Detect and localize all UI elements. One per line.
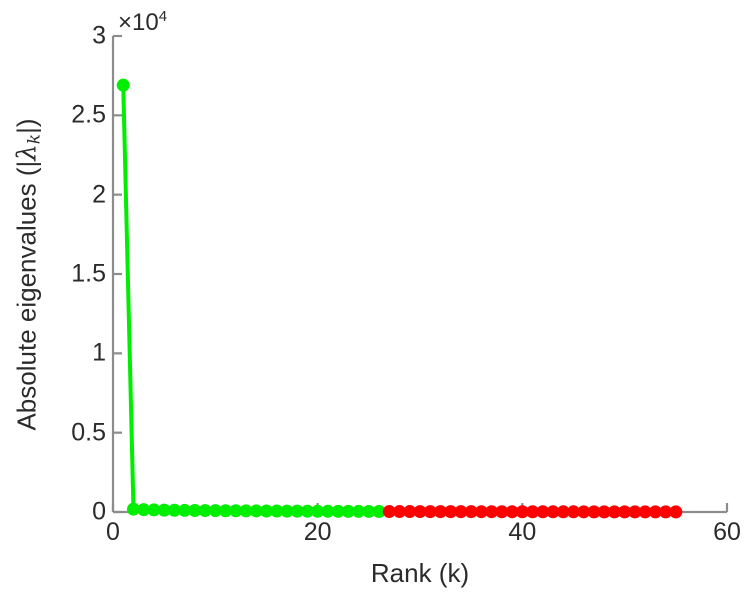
y-axis-exponent-base: ×10 [118,9,159,36]
y-axis-tick-label: 2.5 [71,100,106,129]
y-axis-tick-label: 3 [92,21,106,50]
x-axis-tick-label: 60 [713,518,741,546]
x-axis-tick-label: 40 [508,518,537,546]
y-axis-tick-label: 1 [92,338,106,367]
y-axis-tick-labels: 0 0.5 1 1.5 2 2.5 3 [46,0,106,600]
x-axis-title: Rank (k) [370,558,470,588]
series-line [121,83,382,514]
x-axis-tick-label: 0 [106,518,120,546]
y-axis-tick-label: 2 [92,180,106,209]
y-axis-tick-label: 0.5 [71,418,106,447]
x-axis-tick-label: 20 [303,518,332,546]
y-axis-tick-label: 0 [92,497,106,526]
y-axis-exponent-label: ×104 [118,8,167,37]
data-point-marker [116,78,130,92]
y-axis-tick-label: 1.5 [71,259,106,288]
y-axis-exponent-power: 4 [158,8,168,25]
data-point-marker [669,505,683,519]
